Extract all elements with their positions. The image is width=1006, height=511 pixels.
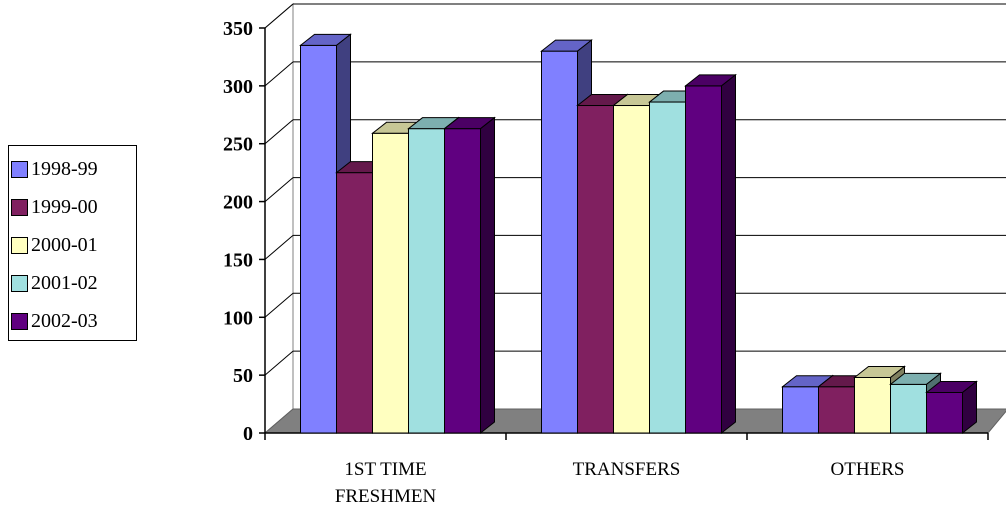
bar-front bbox=[685, 85, 722, 434]
gridline-side bbox=[264, 350, 294, 376]
bar-front bbox=[613, 105, 650, 434]
side-wall bbox=[264, 2, 294, 435]
legend-swatch bbox=[11, 198, 28, 216]
y-tick-label: 100 bbox=[223, 307, 253, 329]
bar-side bbox=[962, 380, 977, 435]
legend-item: 2000-01 bbox=[11, 226, 136, 264]
bar-front bbox=[408, 128, 445, 434]
gridline-side bbox=[264, 119, 294, 145]
bar-front bbox=[300, 44, 337, 434]
gridline-side bbox=[264, 235, 294, 260]
y-tick-label: 350 bbox=[223, 18, 253, 40]
bar-2002-03-1 bbox=[684, 73, 737, 435]
bar-front bbox=[782, 386, 819, 434]
bar-front bbox=[541, 50, 578, 434]
bar-front bbox=[854, 376, 891, 434]
bar-2002-03-0 bbox=[443, 116, 496, 435]
bar-side bbox=[480, 116, 495, 435]
bar-front bbox=[372, 132, 409, 434]
bar-front bbox=[649, 101, 686, 434]
legend-item: 2001-02 bbox=[11, 264, 136, 302]
bar-2002-03-2 bbox=[925, 380, 978, 435]
legend-label: 2000-01 bbox=[31, 233, 98, 256]
bar-front bbox=[926, 392, 963, 434]
legend-swatch bbox=[11, 160, 28, 178]
x-category-label: 1ST TIME bbox=[344, 459, 426, 480]
legend-label: 2002-03 bbox=[31, 309, 98, 332]
bars bbox=[299, 33, 978, 435]
bar-front bbox=[444, 128, 481, 434]
x-category-label: OTHERS bbox=[831, 459, 905, 480]
bar-front bbox=[818, 386, 855, 434]
bar-side bbox=[721, 73, 736, 435]
gridline-side bbox=[264, 292, 294, 318]
gridline-side bbox=[264, 177, 294, 202]
y-tick-label: 50 bbox=[233, 365, 253, 387]
legend-label: 1999-00 bbox=[31, 195, 98, 218]
legend-label: 1998-99 bbox=[31, 157, 98, 180]
legend-item: 2002-03 bbox=[11, 302, 136, 340]
legend-item: 1999-00 bbox=[11, 188, 136, 226]
bar-front bbox=[890, 383, 927, 434]
y-tick-label: 150 bbox=[223, 249, 253, 271]
y-tick-label: 300 bbox=[223, 76, 253, 98]
gridline-side bbox=[264, 3, 294, 29]
y-tick-label: 250 bbox=[223, 134, 253, 156]
bar-front bbox=[577, 105, 614, 434]
legend-item: 1998-99 bbox=[11, 150, 136, 188]
y-tick-label: 0 bbox=[243, 423, 253, 445]
x-category-labels: 1ST TIME FRESHMEN TRANSFERS OTHERS bbox=[335, 459, 905, 507]
bar-front bbox=[336, 172, 373, 434]
legend-swatch bbox=[11, 236, 28, 254]
legend: 1998-99 1999-00 2000-01 2001-02 2002-03 bbox=[8, 145, 137, 341]
y-tick-label: 200 bbox=[223, 192, 253, 214]
gridline-side bbox=[264, 61, 294, 87]
x-category-label: TRANSFERS bbox=[573, 459, 681, 480]
x-category-label: FRESHMEN bbox=[335, 486, 437, 507]
y-tick-labels: 0 50 100 150 200 250 300 350 bbox=[223, 18, 253, 445]
legend-label: 2001-02 bbox=[31, 271, 98, 294]
legend-swatch bbox=[11, 274, 28, 292]
legend-swatch bbox=[11, 312, 28, 330]
